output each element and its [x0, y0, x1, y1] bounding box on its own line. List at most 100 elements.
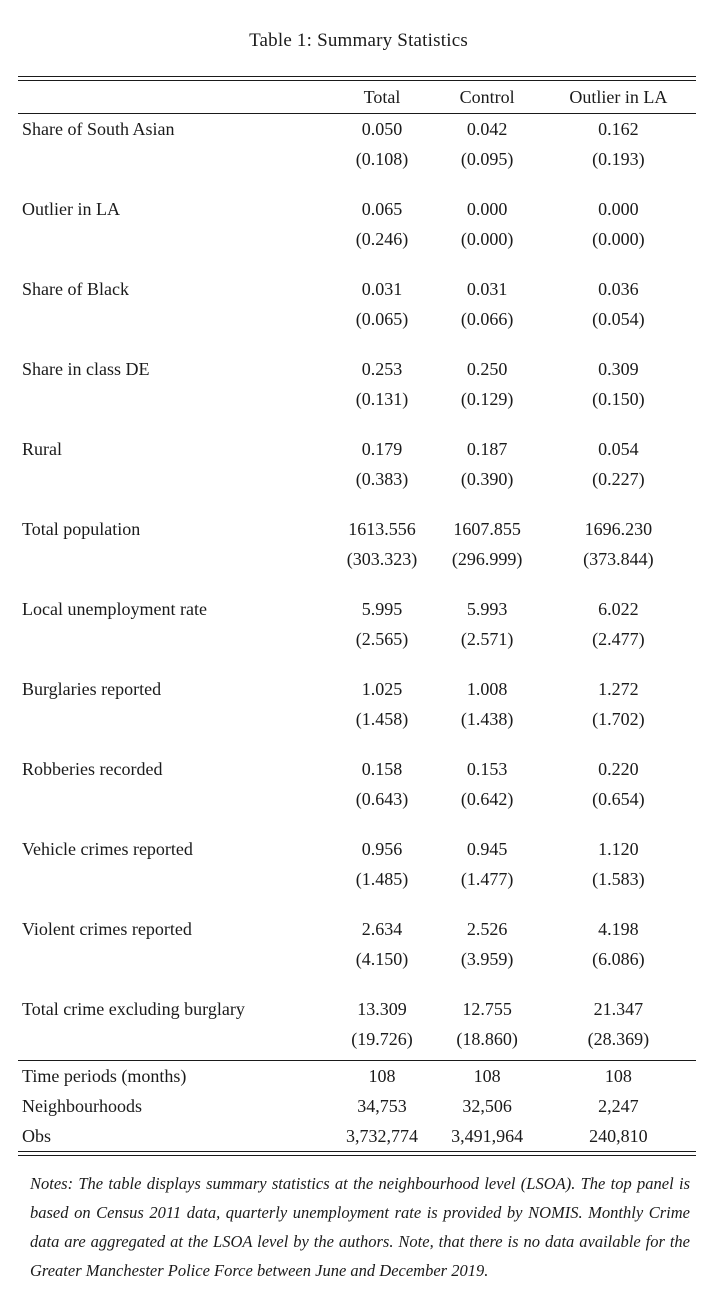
row-label: Burglaries reported [22, 678, 162, 699]
cell-sd: (0.108) [355, 148, 409, 169]
table-row: Burglaries reported 1.025 1.008 1.272 [18, 674, 696, 704]
cell-sd: (6.086) [592, 948, 645, 969]
cell-value: 2.634 [361, 918, 403, 939]
top-double-rule [18, 76, 696, 81]
cell-sd: (296.999) [451, 548, 523, 569]
cell-value: 1607.855 [453, 518, 521, 539]
cell-sd: (303.323) [346, 548, 418, 569]
cell-sd: (0.390) [460, 468, 514, 489]
cell-value: 1613.556 [348, 518, 416, 539]
table-row: Outlier in LA 0.065 0.000 0.000 [18, 194, 696, 224]
cell-value: 1.025 [361, 678, 403, 699]
summary-statistics-table: Total Control Outlier in LA Share of Sou… [18, 76, 696, 1156]
cell-value: 1696.230 [584, 518, 653, 539]
cell-value: 5.995 [361, 598, 403, 619]
cell-sd: (0.246) [355, 228, 409, 249]
cell-value: 5.993 [466, 598, 508, 619]
row-label: Rural [22, 438, 62, 459]
table-row: Neighbourhoods 34,753 32,506 2,247 [18, 1091, 696, 1121]
column-header-outlier-in-la: Outlier in LA [569, 86, 668, 107]
cell-value: 0.036 [598, 278, 639, 299]
cell-value: 6.022 [598, 598, 639, 619]
cell-value: 2,247 [598, 1095, 639, 1116]
cell-sd: (1.583) [592, 868, 645, 889]
row-label: Vehicle crimes reported [22, 838, 193, 859]
table-row: Share in class DE 0.253 0.250 0.309 [18, 354, 696, 384]
cell-value: 0.000 [598, 198, 639, 219]
table-row-sd: (1.458) (1.438) (1.702) [18, 704, 696, 754]
table-row: Violent crimes reported 2.634 2.526 4.19… [18, 914, 696, 944]
cell-sd: (28.369) [587, 1028, 650, 1049]
row-label: Share in class DE [22, 358, 150, 379]
cell-value: 0.187 [466, 438, 508, 459]
table-row: Share of Black 0.031 0.031 0.036 [18, 274, 696, 304]
row-label: Total crime excluding burglary [22, 998, 245, 1019]
cell-sd: (2.477) [592, 628, 645, 649]
cell-sd: (0.065) [355, 308, 409, 329]
cell-sd: (0.000) [460, 228, 514, 249]
cell-sd: (1.702) [592, 708, 645, 729]
table-row-sd: (1.485) (1.477) (1.583) [18, 864, 696, 914]
cell-sd: (0.131) [355, 388, 409, 409]
table-row: Obs 3,732,774 3,491,964 240,810 [18, 1121, 696, 1151]
cell-sd: (0.054) [592, 308, 645, 329]
bottom-double-rule [18, 1151, 696, 1156]
row-label: Violent crimes reported [22, 918, 192, 939]
table-row: Share of South Asian 0.050 0.042 0.162 [18, 114, 696, 145]
column-header-control: Control [459, 86, 515, 107]
cell-value: 0.220 [598, 758, 639, 779]
cell-value: 0.153 [466, 758, 508, 779]
row-label: Share of South Asian [22, 118, 175, 139]
table-row-sd: (0.108) (0.095) (0.193) [18, 144, 696, 194]
cell-sd: (2.565) [355, 628, 409, 649]
cell-value: 0.956 [361, 838, 403, 859]
cell-value: 1.272 [598, 678, 639, 699]
table-row: Total crime excluding burglary 13.309 12… [18, 994, 696, 1024]
cell-sd: (0.642) [460, 788, 514, 809]
table-row: Robberies recorded 0.158 0.153 0.220 [18, 754, 696, 784]
cell-value: 108 [604, 1065, 632, 1086]
cell-sd: (0.227) [592, 468, 645, 489]
cell-value: 0.031 [466, 278, 508, 299]
table-row: Time periods (months) 108 108 108 [18, 1061, 696, 1092]
table-row-sd: (2.565) (2.571) (2.477) [18, 624, 696, 674]
row-label: Local unemployment rate [22, 598, 207, 619]
cell-value: 0.000 [466, 198, 508, 219]
column-header-total: Total [363, 86, 401, 107]
cell-sd: (18.860) [456, 1028, 518, 1049]
cell-sd: (0.654) [592, 788, 645, 809]
cell-value: 108 [368, 1065, 396, 1086]
row-label: Outlier in LA [22, 198, 120, 219]
row-label: Obs [22, 1125, 52, 1146]
cell-sd: (1.485) [355, 868, 409, 889]
cell-value: 1.008 [466, 678, 508, 699]
table-row-sd: (0.246) (0.000) (0.000) [18, 224, 696, 274]
table-row-sd: (0.065) (0.066) (0.054) [18, 304, 696, 354]
table-row-sd: (303.323) (296.999) (373.844) [18, 544, 696, 594]
row-label: Total population [22, 518, 141, 539]
cell-sd: (1.458) [355, 708, 409, 729]
cell-value: 0.250 [466, 358, 508, 379]
cell-sd: (0.000) [592, 228, 645, 249]
cell-sd: (0.150) [592, 388, 645, 409]
table-row-sd: (0.643) (0.642) (0.654) [18, 784, 696, 834]
cell-sd: (3.959) [460, 948, 514, 969]
table-title: Table 1: Summary Statistics [249, 30, 468, 51]
cell-value: 0.945 [466, 838, 508, 859]
table-row: Vehicle crimes reported 0.956 0.945 1.12… [18, 834, 696, 864]
cell-sd: (0.193) [592, 148, 645, 169]
header-empty [18, 81, 330, 114]
cell-value: 2.526 [466, 918, 508, 939]
cell-value: 3,491,964 [451, 1125, 524, 1146]
row-label: Time periods (months) [22, 1065, 187, 1086]
table-row: Total population 1613.556 1607.855 1696.… [18, 514, 696, 544]
cell-sd: (0.383) [355, 468, 409, 489]
cell-sd: (1.438) [460, 708, 514, 729]
table-notes: Notes: The table displays summary statis… [30, 1174, 690, 1280]
cell-value: 240,810 [589, 1125, 648, 1146]
cell-sd: (373.844) [583, 548, 654, 569]
row-label: Robberies recorded [22, 758, 163, 779]
cell-sd: (0.643) [355, 788, 409, 809]
table-row-sd: (4.150) (3.959) (6.086) [18, 944, 696, 994]
